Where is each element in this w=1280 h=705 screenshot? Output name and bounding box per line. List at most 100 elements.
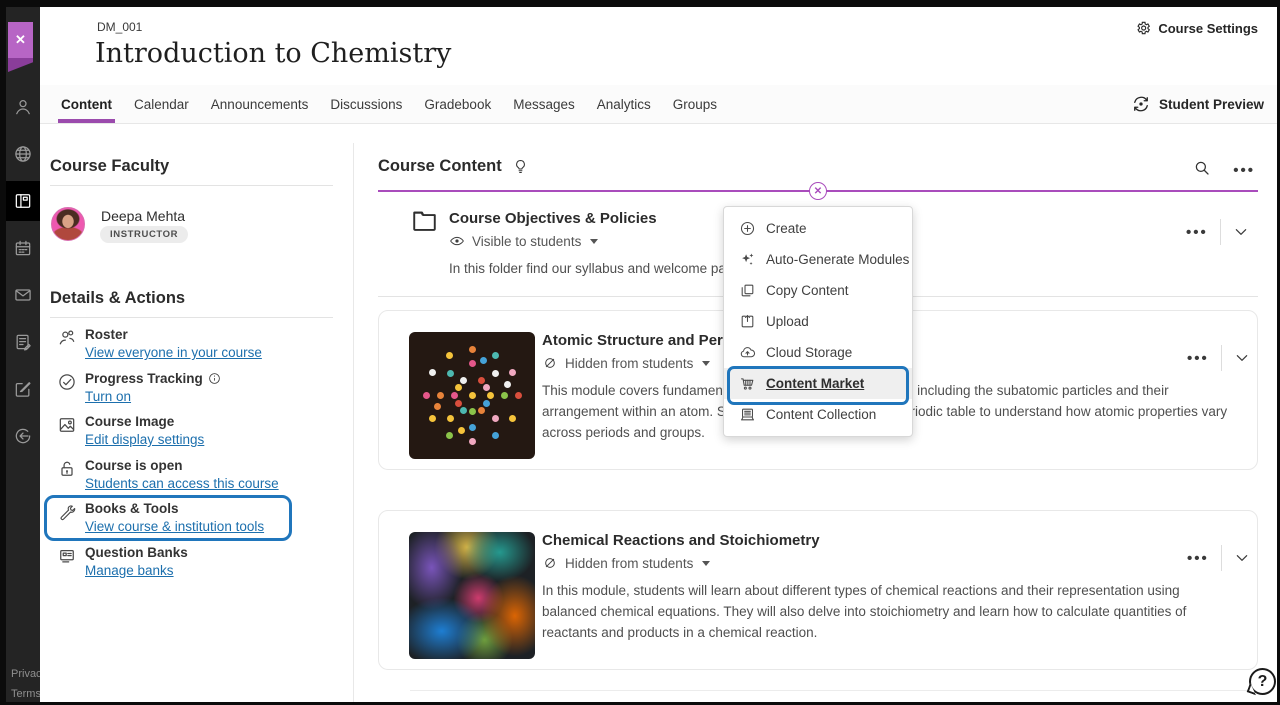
base-nav-rail: Privacy Terms bbox=[0, 0, 40, 705]
question-banks-link[interactable]: Manage banks bbox=[85, 563, 174, 578]
menu-item-label: Content Market bbox=[766, 376, 865, 391]
panel-divider bbox=[353, 143, 354, 702]
menu-item-upload[interactable]: Upload bbox=[724, 306, 912, 337]
lock-open-icon bbox=[57, 459, 77, 479]
divider bbox=[1220, 545, 1222, 571]
nav-activity-icon[interactable] bbox=[6, 369, 40, 409]
course-faculty-heading: Course Faculty bbox=[50, 157, 170, 175]
divider bbox=[1219, 219, 1221, 245]
module-overflow-menu[interactable]: ••• bbox=[1187, 349, 1209, 367]
window-border-top bbox=[0, 0, 1280, 7]
student-preview-button[interactable]: Student Preview bbox=[1131, 85, 1264, 123]
menu-item-auto-generate-modules[interactable]: Auto-Generate Modules bbox=[724, 244, 912, 275]
help-label: ? bbox=[1257, 672, 1268, 690]
module-title[interactable]: Chemical Reactions and Stoichiometry bbox=[542, 532, 820, 549]
module-visibility[interactable]: Hidden from students bbox=[542, 555, 711, 571]
menu-item-content-collection[interactable]: Content Collection bbox=[724, 399, 912, 430]
nav-calendar-icon[interactable] bbox=[6, 228, 40, 268]
help-button[interactable]: ? bbox=[1249, 668, 1276, 695]
chevron-down-icon[interactable] bbox=[1234, 350, 1250, 366]
divider bbox=[410, 690, 1258, 691]
nav-grades-icon[interactable] bbox=[6, 322, 40, 362]
close-icon: ✕ bbox=[15, 32, 26, 47]
course-settings-button[interactable]: Course Settings bbox=[1135, 20, 1258, 36]
instructor-avatar[interactable] bbox=[51, 207, 85, 241]
menu-item-create[interactable]: Create bbox=[724, 213, 912, 244]
tab-messages[interactable]: Messages bbox=[513, 96, 575, 112]
module-description: In this module, students will learn abou… bbox=[542, 583, 1187, 640]
tab-gradebook[interactable]: Gradebook bbox=[424, 96, 492, 112]
detail-row-roster: Roster View everyone in your course bbox=[57, 327, 347, 362]
module-image-atomic[interactable] bbox=[409, 332, 535, 459]
content-overflow-menu[interactable]: ••• bbox=[1233, 162, 1255, 179]
search-button[interactable] bbox=[1193, 159, 1211, 182]
detail-label: Question Banks bbox=[85, 545, 188, 560]
course-content-heading: Course Content bbox=[378, 157, 529, 176]
module-overflow-menu[interactable]: ••• bbox=[1187, 549, 1209, 567]
divider bbox=[50, 185, 333, 186]
menu-item-content-market[interactable]: Content Market bbox=[724, 368, 912, 399]
archive-icon bbox=[740, 408, 755, 421]
visibility-label: Visible to students bbox=[472, 233, 582, 249]
menu-item-label: Upload bbox=[766, 314, 809, 329]
nav-profile-icon[interactable] bbox=[6, 87, 40, 127]
tab-analytics[interactable]: Analytics bbox=[596, 96, 651, 112]
insert-content-close-icon[interactable]: ✕ bbox=[809, 182, 827, 200]
detail-label: Course is open bbox=[85, 458, 183, 473]
page-title: Introduction to Chemistry bbox=[95, 38, 452, 69]
tab-calendar[interactable]: Calendar bbox=[134, 96, 189, 112]
eye-slash-icon bbox=[545, 358, 555, 368]
close-course-tab[interactable]: ✕ bbox=[8, 22, 33, 72]
nav-courses-icon[interactable] bbox=[6, 181, 40, 221]
terms-link[interactable]: Terms bbox=[11, 688, 40, 700]
nav-messages-icon[interactable] bbox=[6, 275, 40, 315]
instructor-badge: INSTRUCTOR bbox=[100, 226, 189, 243]
module-image-smoke[interactable] bbox=[409, 532, 535, 659]
plus-circle-icon bbox=[740, 221, 755, 236]
menu-item-copy-content[interactable]: Copy Content bbox=[724, 275, 912, 306]
student-preview-icon bbox=[1134, 96, 1148, 112]
course-header: DM_001 Introduction to Chemistry Course … bbox=[40, 7, 1277, 85]
caret-down-icon bbox=[702, 560, 711, 566]
module-visibility[interactable]: Hidden from students bbox=[542, 355, 711, 371]
eye-slash-icon bbox=[545, 558, 555, 568]
chevron-down-icon[interactable] bbox=[1233, 224, 1249, 240]
detail-label: Books & Tools bbox=[85, 501, 179, 516]
caret-down-icon bbox=[590, 238, 599, 244]
detail-label: Roster bbox=[85, 327, 128, 342]
divider bbox=[50, 317, 333, 318]
tab-content[interactable]: Content bbox=[58, 85, 115, 123]
caret-down-icon bbox=[702, 360, 711, 366]
menu-item-cloud-storage[interactable]: Cloud Storage bbox=[724, 337, 912, 368]
menu-item-label: Cloud Storage bbox=[766, 345, 853, 360]
privacy-link[interactable]: Privacy bbox=[11, 668, 40, 680]
module-overflow-menu[interactable]: ••• bbox=[1186, 223, 1208, 241]
info-icon[interactable] bbox=[208, 372, 221, 385]
detail-label: Progress Tracking bbox=[85, 371, 203, 386]
course-image-link[interactable]: Edit display settings bbox=[85, 432, 205, 447]
cart-icon bbox=[740, 378, 754, 390]
tab-announcements[interactable]: Announcements bbox=[210, 96, 309, 112]
upload-icon bbox=[741, 314, 754, 328]
visibility-label: Hidden from students bbox=[565, 355, 694, 371]
chevron-down-icon[interactable] bbox=[1234, 550, 1250, 566]
visibility-label: Hidden from students bbox=[565, 555, 694, 571]
lightbulb-icon[interactable] bbox=[512, 158, 529, 175]
roster-link[interactable]: View everyone in your course bbox=[85, 345, 262, 360]
question-banks-icon bbox=[57, 546, 77, 566]
module-title[interactable]: Course Objectives & Policies bbox=[449, 210, 657, 227]
module-visibility[interactable]: Visible to students bbox=[449, 233, 599, 249]
progress-tracking-link[interactable]: Turn on bbox=[85, 389, 132, 404]
tab-discussions[interactable]: Discussions bbox=[330, 96, 403, 112]
menu-item-label: Content Collection bbox=[766, 407, 877, 422]
detail-label: Course Image bbox=[85, 414, 175, 429]
course-open-link[interactable]: Students can access this course bbox=[85, 476, 279, 491]
nav-globe-icon[interactable] bbox=[6, 134, 40, 174]
module-card-chemical: Chemical Reactions and Stoichiometry Hid… bbox=[378, 510, 1258, 670]
nav-sign-out-icon[interactable] bbox=[6, 416, 40, 456]
cloud-icon bbox=[740, 347, 756, 358]
tab-groups[interactable]: Groups bbox=[672, 96, 718, 112]
student-preview-label: Student Preview bbox=[1158, 96, 1264, 112]
books-tools-link[interactable]: View course & institution tools bbox=[85, 519, 265, 534]
detail-row-progress-tracking: Progress Tracking Turn on bbox=[57, 371, 347, 406]
